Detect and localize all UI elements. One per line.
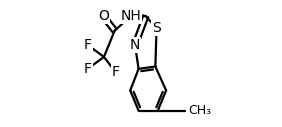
Text: F: F xyxy=(112,66,120,80)
Text: F: F xyxy=(84,38,92,52)
Text: F: F xyxy=(84,62,92,76)
Text: O: O xyxy=(98,9,109,23)
Text: NH: NH xyxy=(120,9,141,23)
Text: N: N xyxy=(130,38,140,52)
Text: S: S xyxy=(152,21,161,35)
Text: CH₃: CH₃ xyxy=(188,104,212,117)
